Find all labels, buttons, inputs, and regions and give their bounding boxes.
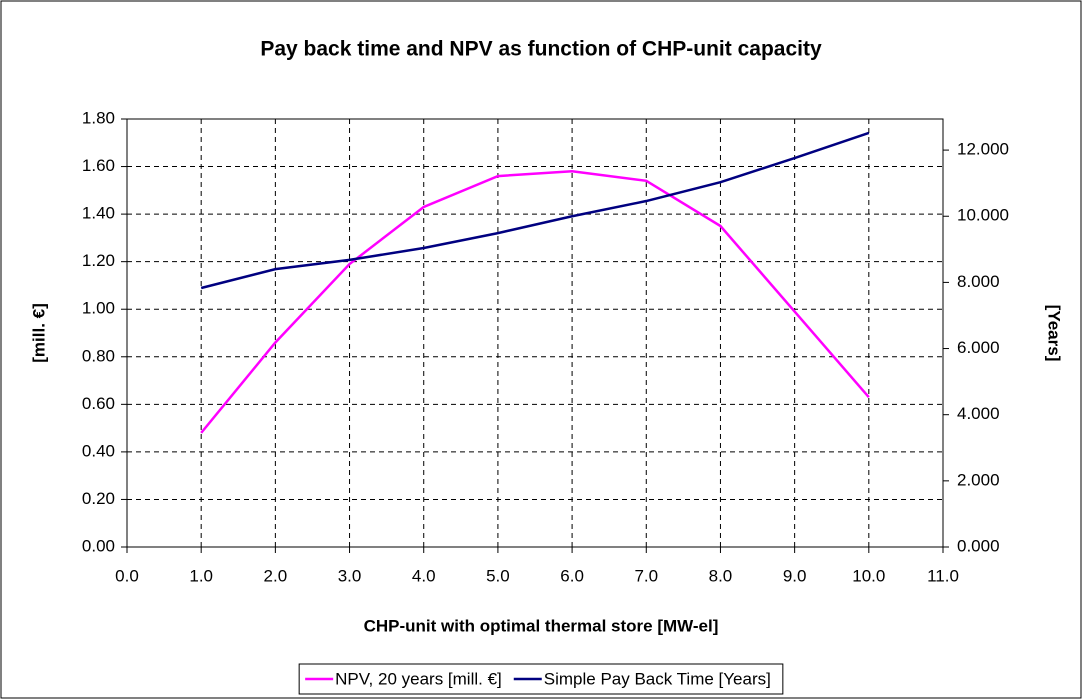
- x-tick-label: 6.0: [560, 566, 584, 585]
- y2-tick-label: 2.000: [957, 470, 1000, 489]
- x-tick-label: 3.0: [338, 566, 362, 585]
- y-tick-label: 1.80: [82, 108, 115, 127]
- x-tick-label: 4.0: [412, 566, 436, 585]
- y2-tick-label: 10.000: [957, 206, 1009, 225]
- y2-axis-label: [Years]: [1045, 305, 1064, 362]
- x-tick-label: 8.0: [709, 566, 733, 585]
- y2-tick-label: 8.000: [957, 272, 1000, 291]
- chart-title: Pay back time and NPV as function of CHP…: [260, 38, 822, 61]
- y2-tick-label: 12.000: [957, 140, 1009, 159]
- y-tick-label: 0.80: [82, 346, 115, 365]
- x-tick-label: 1.0: [189, 566, 213, 585]
- y-tick-label: 0.20: [82, 489, 115, 508]
- x-tick-label: 10.0: [852, 566, 885, 585]
- y-tick-label: 1.20: [82, 251, 115, 270]
- legend-label: Simple Pay Back Time [Years]: [544, 669, 771, 688]
- x-tick-label: 11.0: [927, 566, 959, 585]
- x-axis-label: CHP-unit with optimal thermal store [MW-…: [364, 616, 719, 635]
- y2-tick-label: 0.000: [957, 536, 1000, 555]
- y2-tick-label: 6.000: [957, 338, 1000, 357]
- series-line: [200, 170, 870, 434]
- y-tick-label: 1.60: [82, 156, 115, 175]
- y-tick-label: 0.40: [82, 441, 115, 460]
- y-axis-label: [mill. €]: [29, 303, 48, 363]
- x-tick-label: 7.0: [634, 566, 658, 585]
- y-tick-label: 0.00: [82, 536, 115, 555]
- x-tick-label: 0.0: [115, 566, 139, 585]
- y-tick-label: 1.00: [82, 299, 115, 318]
- x-tick-label: 9.0: [783, 566, 807, 585]
- y-tick-label: 0.60: [82, 394, 115, 413]
- plot-frame: [126, 118, 944, 548]
- series-line: [200, 131, 870, 290]
- x-tick-label: 5.0: [486, 566, 510, 585]
- y-tick-label: 1.40: [82, 204, 115, 223]
- x-tick-label: 2.0: [264, 566, 288, 585]
- legend-label: NPV, 20 years [mill. €]: [335, 669, 502, 688]
- y2-tick-label: 4.000: [957, 404, 1000, 423]
